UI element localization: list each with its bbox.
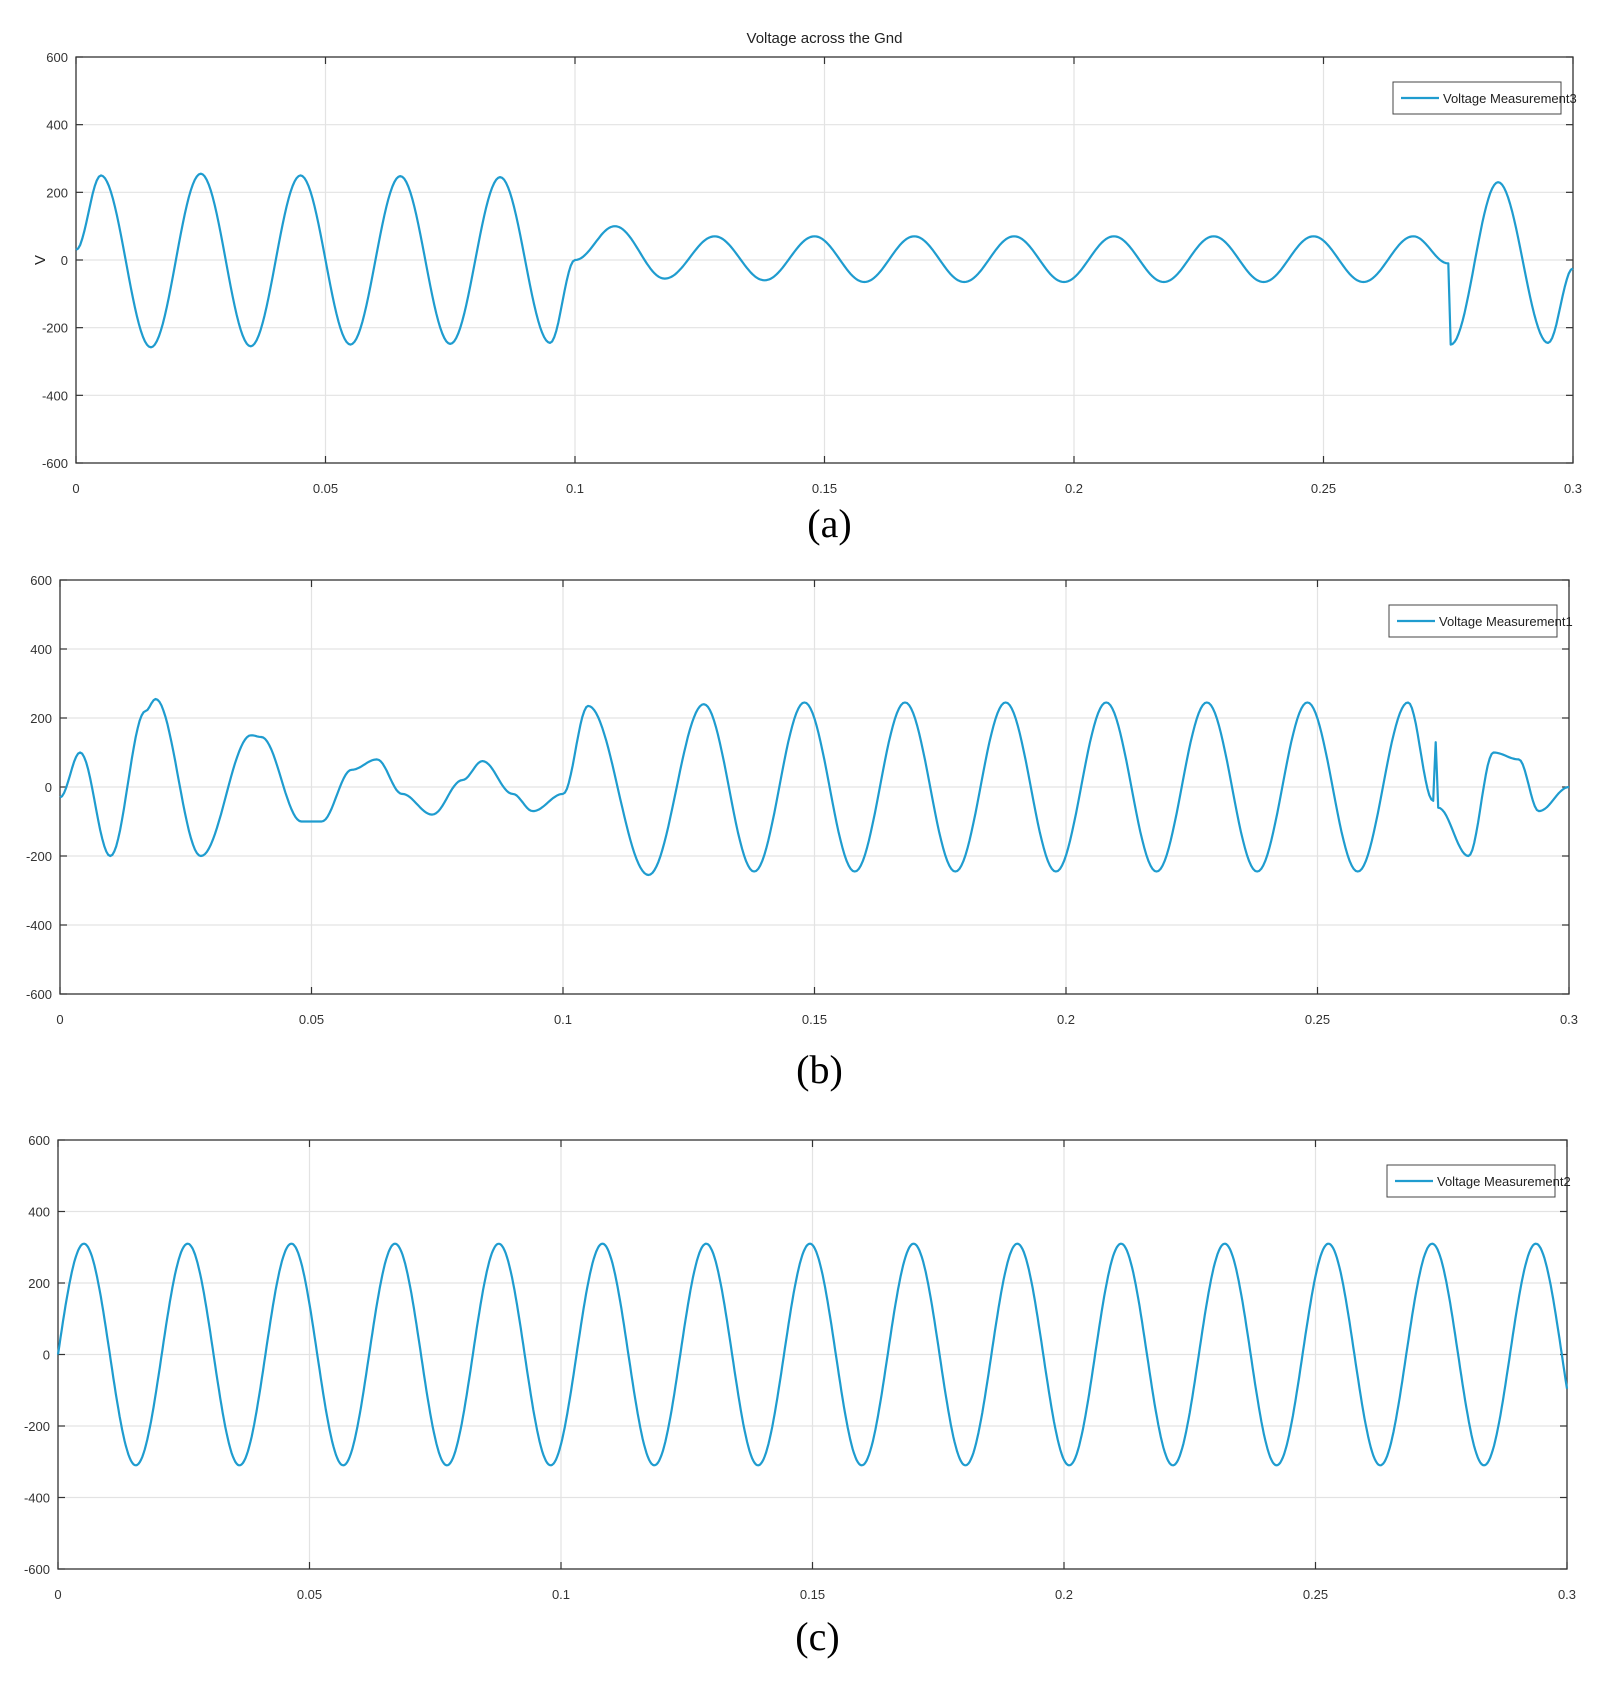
y-tick-label: 400: [46, 118, 68, 133]
x-tick-label: 0.25: [1303, 1587, 1328, 1602]
x-tick-label: 0.2: [1065, 481, 1083, 496]
x-tick-label: 0: [72, 481, 79, 496]
chart-panel-b: 0 0.05 0.1 0.15 0.2 0.25 0.3 600 400 200 0 -200 -400…: [26, 573, 1578, 1092]
y-tick-label: -200: [24, 1419, 50, 1434]
y-tick-label: -600: [42, 456, 68, 471]
x-tick-label: 0.15: [812, 481, 837, 496]
y-tick-label: 600: [46, 50, 68, 65]
chart-panel-a: 0 0.05 0.1 0.15 0.2 0.25 0.3 600 400 200 0 -200 -400…: [32, 30, 1582, 546]
x-tick-label: 0.05: [313, 481, 338, 496]
x-tick-label: 0.2: [1055, 1587, 1073, 1602]
x-tick-label: 0.3: [1564, 481, 1582, 496]
y-tick-label: 400: [28, 1205, 50, 1220]
legend-label: Voltage Measurement1: [1439, 614, 1573, 629]
legend-box: [1388, 604, 1558, 638]
legend: Voltage Measurement1: [1388, 604, 1573, 638]
panel-caption: (c): [795, 1614, 839, 1659]
x-tick-label: 0.1: [566, 481, 584, 496]
y-tick-label: 0: [43, 1348, 50, 1363]
y-tick-label: 200: [30, 711, 52, 726]
y-tick-label: 200: [46, 185, 68, 200]
x-tick-label: 0.1: [554, 1012, 572, 1027]
x-tick-label: 0.3: [1558, 1587, 1576, 1602]
x-tick-label: 0.1: [552, 1587, 570, 1602]
x-tick-label: 0.3: [1560, 1012, 1578, 1027]
x-tick-label: 0.25: [1311, 481, 1336, 496]
y-tick-label: -600: [26, 987, 52, 1002]
y-tick-label: 0: [45, 780, 52, 795]
panel-caption: (b): [796, 1047, 843, 1092]
y-tick-label: 600: [28, 1133, 50, 1148]
x-tick-label: 0.15: [802, 1012, 827, 1027]
y-tick-label: 400: [30, 642, 52, 657]
y-tick-label: -400: [42, 388, 68, 403]
x-tick-label: 0: [54, 1587, 61, 1602]
y-tick-label: 600: [30, 573, 52, 588]
series-line: [56, 1242, 1569, 1467]
y-tick-label: -400: [26, 918, 52, 933]
y-axis-label: V: [32, 255, 49, 265]
x-tick-label: 0.15: [800, 1587, 825, 1602]
y-tick-label: -200: [42, 321, 68, 336]
legend-label: Voltage Measurement3: [1443, 91, 1577, 106]
legend: Voltage Measurement3: [1392, 81, 1577, 115]
chart-panel-c: 0 0.05 0.1 0.15 0.2 0.25 0.3 600 400 200 0 -200 -400…: [24, 1133, 1576, 1659]
series-line: [75, 172, 1574, 349]
y-tick-label: -400: [24, 1491, 50, 1506]
x-tick-label: 0.05: [299, 1012, 324, 1027]
x-tick-label: 0.25: [1305, 1012, 1330, 1027]
y-tick-label: -600: [24, 1562, 50, 1577]
series-line: [59, 697, 1570, 877]
legend-label: Voltage Measurement2: [1437, 1174, 1571, 1189]
x-tick-label: 0: [56, 1012, 63, 1027]
y-tick-label: 0: [61, 253, 68, 268]
y-tick-label: 200: [28, 1276, 50, 1291]
y-tick-label: -200: [26, 849, 52, 864]
x-tick-label: 0.05: [297, 1587, 322, 1602]
panel-caption: (a): [807, 501, 851, 546]
legend: Voltage Measurement2: [1386, 1164, 1571, 1198]
x-tick-label: 0.2: [1057, 1012, 1075, 1027]
chart-title: Voltage across the Gnd: [747, 30, 903, 47]
